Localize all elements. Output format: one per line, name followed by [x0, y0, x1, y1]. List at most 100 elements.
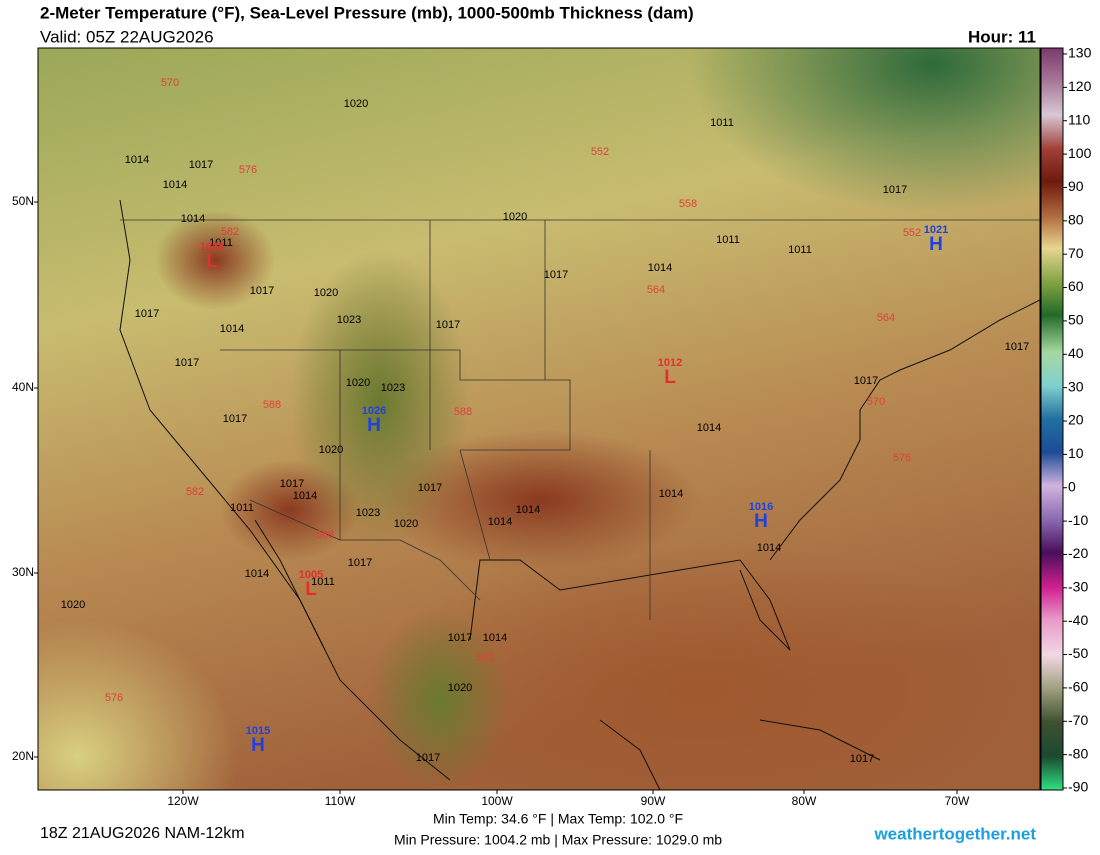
colorbar-label: 50	[1068, 312, 1084, 328]
colorbar-label: 40	[1068, 345, 1084, 361]
shading	[370, 610, 510, 790]
isobar-label: 1011	[710, 117, 734, 129]
center-pressure: 1012	[658, 357, 682, 369]
title: 2-Meter Temperature (°F), Sea-Level Pres…	[40, 3, 694, 22]
colorbar-label: -50	[1068, 645, 1088, 661]
center-pressure: 1016	[749, 501, 773, 513]
center-pressure: 1015	[246, 725, 270, 737]
isobar-label: 1017	[175, 357, 199, 369]
thickness-label: 588	[454, 406, 472, 418]
forecast-hour: Hour: 11	[968, 27, 1036, 46]
isobar-label: 1011	[788, 244, 812, 256]
map-frame	[37, 47, 1041, 791]
isobar-label: 1014	[181, 213, 205, 225]
temp-range: Min Temp: 34.6 °F | Max Temp: 102.0 °F	[433, 811, 683, 827]
isobar-label: 1014	[757, 542, 781, 554]
lon-label: 100W	[481, 794, 513, 808]
thickness-label: 552	[903, 227, 921, 239]
valid-time: Valid: 05Z 22AUG2026	[40, 27, 214, 46]
colorbar-label: 30	[1068, 378, 1084, 394]
colorbar-label: 130	[1068, 45, 1092, 61]
isobar-label: 1017	[250, 285, 274, 297]
colorbar-label: -30	[1068, 579, 1088, 595]
isobar-label: 1014	[516, 504, 540, 516]
center-pressure: 1026	[362, 405, 386, 417]
model-run: 18Z 21AUG2026 NAM-12km	[40, 825, 245, 842]
colorbar-label: 70	[1068, 245, 1084, 261]
isobar-label: 1014	[125, 154, 149, 166]
isobar-label: 1017	[883, 184, 907, 196]
isobar-label: 1023	[337, 314, 361, 326]
thickness-label: 570	[867, 396, 885, 408]
isobar-label: 1014	[293, 490, 317, 502]
isobar-label: 1017	[418, 482, 442, 494]
isobar-label: 1011	[230, 502, 254, 514]
lon-label: 110W	[325, 794, 356, 808]
isobar-label: 1014	[659, 488, 683, 500]
isobar-label: 1020	[346, 377, 370, 389]
isobar-label: 1014	[648, 262, 672, 274]
isobar-label: 1020	[314, 287, 338, 299]
colorbar-label: 110	[1068, 111, 1091, 127]
colorbar-label: 60	[1068, 278, 1084, 294]
colorbar	[1040, 47, 1064, 791]
site-credit: weathertogether.net	[873, 824, 1036, 843]
isobar-label: 1020	[448, 682, 472, 694]
isobar-label: 1017	[135, 308, 159, 320]
shading	[360, 540, 1040, 790]
colorbar-label: -20	[1068, 545, 1088, 561]
thickness-label: 576	[105, 692, 123, 704]
thickness-label: 582	[476, 652, 494, 664]
thickness-label: 564	[647, 284, 665, 296]
thickness-label: 582	[186, 486, 204, 498]
thickness-label: 576	[893, 452, 911, 464]
colorbar-label: -90	[1068, 779, 1088, 795]
colorbar-label: 20	[1068, 412, 1084, 428]
thickness-label: 588	[263, 399, 281, 411]
thickness-label: 582	[221, 226, 239, 238]
coastlines	[119, 199, 1040, 790]
coastline	[769, 299, 1040, 561]
isobar-label: 1017	[223, 413, 247, 425]
isobar-label: 1011	[209, 237, 233, 249]
isobar-label: 1014	[163, 179, 187, 191]
pressure-range: Min Pressure: 1004.2 mb | Max Pressure: …	[394, 832, 722, 848]
colorbar-ticks: 1301201101009080706050403020100-10-20-30…	[1063, 45, 1092, 795]
colorbar-label: 100	[1068, 145, 1092, 161]
coastline	[254, 519, 326, 651]
coastline	[759, 719, 881, 761]
shading	[155, 210, 275, 310]
lon-label: 90W	[641, 794, 666, 808]
thickness-label: 588	[316, 529, 334, 541]
lat-label: 20N	[12, 749, 34, 763]
colorbar-label: -70	[1068, 712, 1088, 728]
coastline	[119, 199, 451, 781]
colorbar-label: 90	[1068, 178, 1084, 194]
borders	[120, 219, 1040, 620]
thickness-label: 570	[161, 77, 179, 89]
isobar-label: 1017	[189, 159, 213, 171]
colorbar-label: -80	[1068, 745, 1088, 761]
colorbar-label: -10	[1068, 512, 1088, 528]
map-labels: 50N 40N 30N 20N 120W 110W 100W 90W 80W 70W 570 552 5…	[12, 77, 1029, 808]
center-letter: H	[754, 511, 768, 532]
isobar-label: 1011	[311, 576, 335, 588]
thickness-label: 564	[877, 312, 895, 324]
isobar-label: 1020	[503, 211, 527, 223]
colorbar-label: 120	[1068, 78, 1092, 94]
isobar-label: 1014	[483, 632, 507, 644]
isobar-label: 1020	[344, 98, 368, 110]
lon-label: 120W	[167, 794, 199, 808]
thickness-label: 552	[591, 146, 609, 158]
lon-label: 70W	[945, 794, 970, 808]
border	[220, 220, 651, 620]
border	[249, 499, 481, 601]
isobar-label: 1014	[488, 516, 512, 528]
colorbar-label: -40	[1068, 612, 1088, 628]
isobar-label: 1023	[356, 507, 380, 519]
center-pressure: 1021	[924, 224, 948, 236]
isobar-label: 1017	[416, 752, 440, 764]
coastline	[599, 719, 661, 790]
center-letter: H	[251, 735, 265, 756]
isobar-label: 1011	[716, 234, 740, 246]
